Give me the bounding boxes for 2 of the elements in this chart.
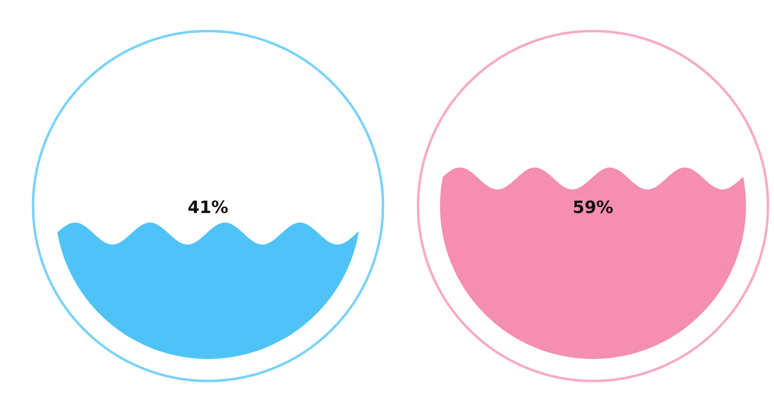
data-label: 59% [572, 198, 614, 218]
data-label: 41% [188, 198, 228, 218]
